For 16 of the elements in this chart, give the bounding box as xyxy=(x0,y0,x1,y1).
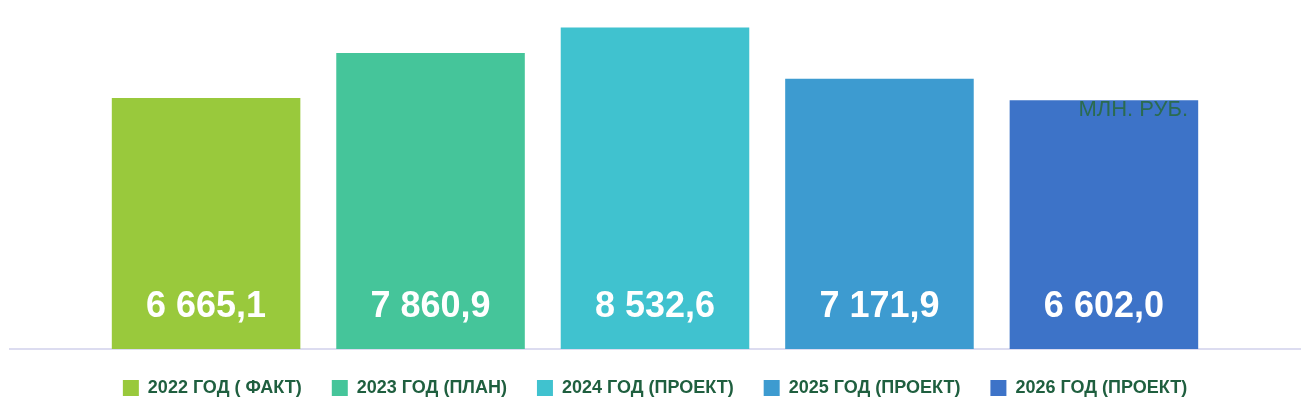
data-label: 7 171,9 xyxy=(819,283,940,325)
legend-label: 2026 ГОД (ПРОЕКТ) xyxy=(1015,376,1188,397)
legend-label: 2022 ГОД ( ФАКТ) xyxy=(147,376,302,397)
bar xyxy=(111,97,301,349)
legend-label: 2023 ГОД (ПЛАН) xyxy=(356,376,507,397)
data-label: 8 532,6 xyxy=(594,283,716,325)
legend-label: 2024 ГОД (ПРОЕКТ) xyxy=(561,376,734,397)
bar xyxy=(1009,100,1199,349)
data-label: 6 602,0 xyxy=(1043,283,1164,325)
bar xyxy=(336,52,525,349)
bar xyxy=(560,27,750,349)
annotation: МЛН. РУБ. xyxy=(1078,96,1188,122)
bar xyxy=(785,78,974,349)
legend-label: 2025 ГОД (ПРОЕКТ) xyxy=(788,376,961,397)
data-label: 7 860,9 xyxy=(370,283,491,325)
data-label: 6 665,1 xyxy=(146,283,267,325)
